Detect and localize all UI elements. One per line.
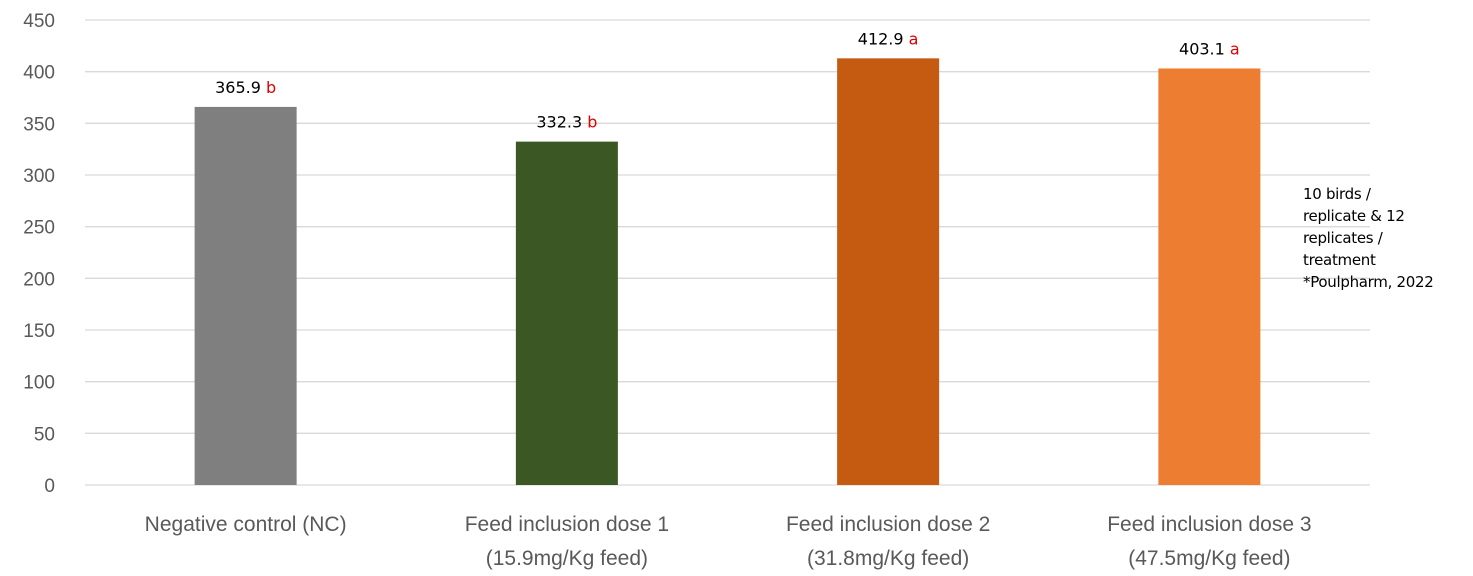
y-tick-label: 100 [23,373,55,394]
significance-letter: a [909,29,919,48]
data-label: 365.9 b [215,78,276,97]
significance-letter: b [587,113,597,132]
y-tick-label: 50 [34,424,55,445]
y-tick-label: 0 [44,476,55,497]
bar [194,106,297,486]
category-label: (31.8mg/Kg feed) [807,547,969,570]
y-tick-label: 450 [23,11,55,32]
bar [837,58,940,485]
y-tick-label: 150 [23,321,55,342]
value-label: 365.9 [215,78,266,97]
data-label: 332.3 b [536,113,597,132]
y-axis-ticks: 0 50 100 150 200 250 300 350 400 450 [23,11,55,497]
significance-letter: a [1230,39,1240,58]
y-tick-label: 400 [23,63,55,84]
data-label: 403.1 a [1179,39,1240,58]
value-label: 332.3 [536,113,587,132]
category-labels: Negative control (NC) Feed inclusion dose… [145,513,1312,570]
y-tick-label: 200 [23,269,55,290]
gridlines [85,19,1370,486]
category-label: Feed inclusion dose 1 [465,513,669,536]
note-line: treatment [1303,251,1376,269]
value-label: 412.9 [858,29,909,48]
data-label: 412.9 a [858,29,919,48]
bar [515,141,618,485]
note-line: 10 birds / [1303,185,1371,203]
note-line: replicates / [1303,229,1383,247]
y-tick-label: 350 [23,114,55,135]
significance-letter: b [266,78,276,97]
category-label: Feed inclusion dose 3 [1107,513,1311,536]
bar [1158,68,1261,486]
category-label: (15.9mg/Kg feed) [486,547,648,570]
value-label: 403.1 [1179,39,1230,58]
category-label: Negative control (NC) [145,513,347,536]
note-line: replicate & 12 [1303,207,1405,225]
bars [194,58,1261,486]
note-line: *Poulpharm, 2022 [1303,273,1434,291]
y-tick-label: 250 [23,218,55,239]
category-label: (47.5mg/Kg feed) [1128,547,1290,570]
category-label: Feed inclusion dose 2 [786,513,990,536]
y-tick-label: 300 [23,166,55,187]
study-note: 10 birds / replicate & 12 replicates / t… [1303,183,1468,293]
